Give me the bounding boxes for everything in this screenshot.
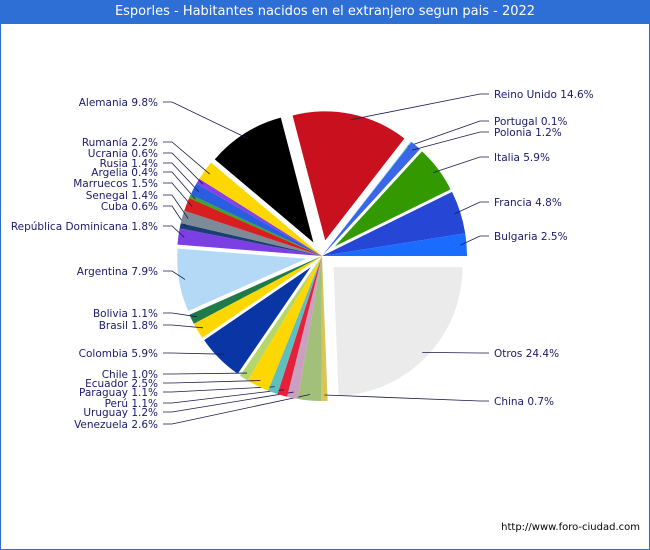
leader-line-senegal [163,194,189,219]
slice-label-uruguay: Uruguay 1.2% [83,407,158,419]
slice-label-brasil: Brasil 1.8% [99,320,158,332]
pie-slice-chile [240,256,322,381]
pie-slice-china [321,256,328,401]
source-url: http://www.foro-ciudad.com [501,522,640,533]
slice-label-colombia: Colombia 5.9% [79,348,158,360]
slice-label-argelia: Argelia 0.4% [91,167,158,179]
slice-label-venezuela: Venezuela 2.6% [74,419,158,431]
pie-slice-marruecos [184,198,322,256]
slice-label-portugal: Portugal 0.1% [494,116,568,128]
slice-label-marruecos: Marruecos 1.5% [73,178,158,190]
leader-line-argentina [163,270,186,280]
leader-line-china [324,394,489,402]
leader-line-ecuador [163,380,261,384]
leader-line-argelia [163,171,196,200]
slice-label-argentina: Argentina 7.9% [77,266,158,278]
leader-line-polonia [411,131,489,151]
pie-slice-argentina [177,248,307,311]
leader-line-alemania [163,101,248,139]
slice-label-cuba: Cuba 0.6% [101,201,158,213]
pie-slice-cuba [179,223,322,256]
slice-label-ecuador: Ecuador 2.5% [85,378,158,390]
pie-slice-italia [334,151,451,247]
slice-label-alemania: Alemania 9.8% [79,97,158,109]
pie-slice-alemania [214,117,314,243]
pie-slice-senegal [180,210,322,256]
pie-slice-francia [322,191,466,256]
leader-line-brasil [163,324,204,329]
pie-slice-uruguay [287,256,322,399]
pie-slice-reino-unido [292,111,405,241]
pie-slice-portugal [322,141,412,256]
pie-slice-colombia [204,267,311,374]
pie-slice-polonia [322,142,421,256]
slice-label-ucrania: Ucrania 0.6% [88,148,158,160]
slice-label-francia: Francia 4.8% [494,197,562,209]
pie-slice-rusia [190,183,322,256]
leader-line-portugal [407,120,489,147]
slice-label-chile: Chile 1.0% [102,369,158,381]
slice-label-paraguay: Paraguay 1.1% [79,387,158,399]
pie-slice-argelia [189,194,322,256]
leader-line-ucrania [163,152,204,185]
chart-title: Esporles - Habitantes nacidos en el extr… [0,0,650,24]
slice-label-china: China 0.7% [494,396,554,408]
slice-label-reino-unido: Reino Unido 14.6% [494,89,594,101]
slice-label-polonia: Polonia 1.2% [494,127,562,139]
leader-line-colombia [163,352,224,355]
pie-slice-bolivia [189,256,322,324]
pie-slice-otros [333,267,463,396]
slice-label-bolivia: Bolivia 1.1% [93,308,158,320]
slice-label-italia: Italia 5.9% [494,152,550,164]
slice-label-otros: Otros 24.4% [494,348,559,360]
pie-slice-ucrania [196,178,322,256]
leader-line-venezuela [163,394,311,425]
leader-line-rusia [163,162,200,193]
leader-line-uruguay [163,391,294,413]
pie-slice-peru [277,256,322,397]
pie-slice-rumania [199,162,322,256]
leader-line-bulgaria [460,235,489,246]
leader-line-republica-dominicana [163,225,185,238]
pie-slice-paraguay [268,256,322,394]
pie-slice-brasil [193,256,322,338]
leader-line-paraguay [163,386,275,393]
pie-slice-bulgaria [322,233,467,256]
leader-line-chile [163,372,248,375]
leader-line-rumania [163,141,211,175]
leader-line-reino-unido [349,93,489,121]
slice-label-peru: Perú 1.1% [105,398,158,410]
pie-slice-ecuador [247,256,322,391]
slice-label-rumania: Rumanía 2.2% [82,137,158,149]
leader-line-marruecos [163,182,193,207]
leader-line-francia [454,201,489,215]
slice-label-rusia: Rusia 1.4% [100,158,158,170]
leader-line-italia [433,156,489,173]
leader-line-bolivia [163,312,198,318]
leader-line-peru [163,389,284,404]
slice-label-senegal: Senegal 1.4% [86,190,158,202]
leader-line-cuba [163,205,187,228]
slice-label-republica-dominicana: República Dominicana 1.8% [11,221,158,233]
pie-slice-venezuela [297,256,322,401]
slice-label-bulgaria: Bulgaria 2.5% [494,231,568,243]
leader-line-otros [422,351,489,354]
pie-slice-republica-dominicana [177,228,322,256]
